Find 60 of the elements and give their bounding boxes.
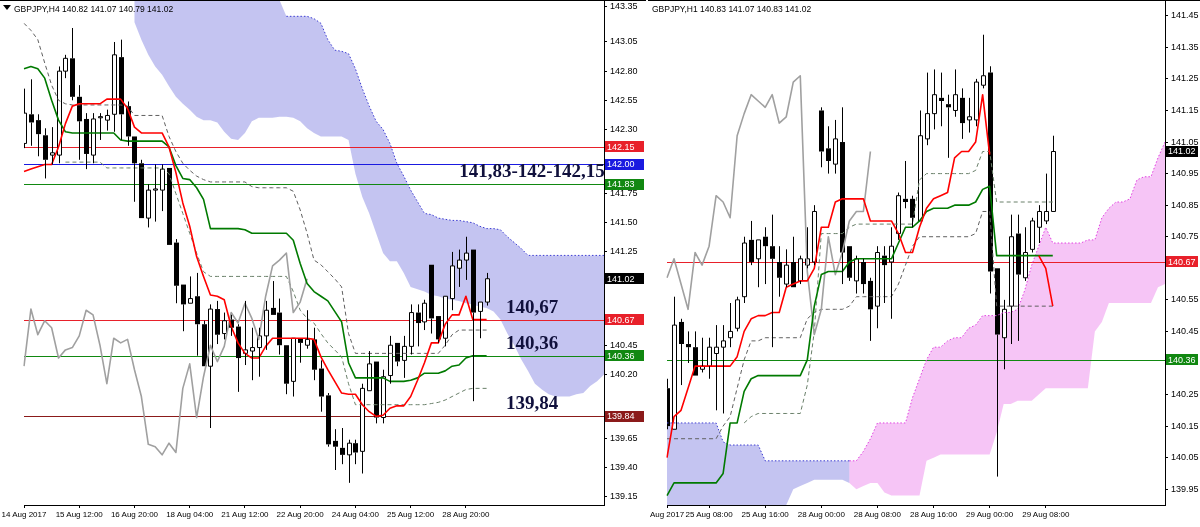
text: GBPJPY,H1 140.83 141.07 140.83 141.02 bbox=[652, 4, 812, 14]
y-tick-label: 142.55 bbox=[610, 94, 638, 105]
x-tick-label: 22 Aug 20:00 bbox=[276, 510, 325, 519]
x-tick-label: 15 Aug 12:00 bbox=[55, 510, 104, 519]
ref-line-label: 142.00 bbox=[607, 159, 635, 170]
y-tick-label: 142.30 bbox=[610, 123, 638, 134]
x-tick-label: 25 Aug 12:00 bbox=[387, 510, 435, 519]
y-tick-label: 139.95 bbox=[1171, 483, 1199, 494]
y-tick-label: 141.45 bbox=[1171, 10, 1199, 21]
y-tick-label: 141.05 bbox=[1171, 136, 1199, 147]
y-tick-label: 140.25 bbox=[1171, 389, 1199, 400]
y-tick-label: 140.55 bbox=[1171, 294, 1199, 305]
x-tick-label: 24 Aug 04:00 bbox=[331, 510, 380, 519]
y-tick-label: 140.45 bbox=[1171, 325, 1199, 336]
y-tick-label: 141.35 bbox=[1171, 41, 1199, 52]
annotation: 139,84 bbox=[505, 392, 559, 414]
ref-line-label: 139.84 bbox=[607, 411, 635, 422]
y-tick-label: 142.80 bbox=[610, 65, 638, 76]
ref-line-label: 142.15 bbox=[607, 141, 635, 152]
text: 141.02 bbox=[607, 273, 635, 284]
y-tick-label: 141.50 bbox=[610, 217, 638, 228]
y-tick-label: 140.75 bbox=[1171, 231, 1199, 242]
annotation: 140,36 bbox=[505, 331, 559, 353]
y-tick-label: 140.95 bbox=[1171, 168, 1199, 179]
x-tick-label: 14 Aug 2017 bbox=[1, 510, 48, 519]
x-tick-label: 29 Aug 00:00 bbox=[966, 510, 1014, 519]
y-tick-label: 143.35 bbox=[610, 1, 638, 12]
y-tick-label: 141.25 bbox=[1171, 73, 1199, 84]
x-tick-label: 16 Aug 20:00 bbox=[110, 510, 159, 519]
x-tick-label: 21 Aug 12:00 bbox=[221, 510, 270, 519]
ref-line-label: 140.36 bbox=[1168, 354, 1196, 365]
annotation: 140,67 bbox=[505, 295, 559, 317]
y-tick-label: 141.75 bbox=[610, 188, 638, 199]
y-tick-label: 140.85 bbox=[1171, 199, 1199, 210]
y-tick-label: 139.40 bbox=[610, 462, 638, 473]
y-tick-label: 141.25 bbox=[610, 246, 638, 257]
x-tick-label: Aug 2017 bbox=[649, 510, 685, 519]
y-tick-label: 140.15 bbox=[1171, 420, 1199, 431]
y-tick-label: 140.20 bbox=[610, 368, 638, 379]
ref-line-label: 140.67 bbox=[1168, 256, 1196, 267]
y-tick-label: 140.45 bbox=[610, 339, 638, 350]
x-tick-label: 25 Aug 16:00 bbox=[741, 510, 790, 519]
y-tick-label: 143.05 bbox=[610, 36, 638, 47]
y-tick-label: 139.15 bbox=[610, 491, 638, 502]
y-tick-label: 141.15 bbox=[1171, 104, 1199, 115]
text: GBPJPY,H4 140.82 141.07 140.79 141.02 bbox=[14, 4, 174, 14]
x-tick-label: 28 Aug 08:00 bbox=[853, 510, 902, 519]
x-tick-label: 28 Aug 16:00 bbox=[909, 510, 958, 519]
annotation: 141,83-142-142,15 bbox=[459, 160, 605, 182]
x-tick-label: 18 Aug 04:00 bbox=[166, 510, 214, 519]
x-tick-label: 28 Aug 00:00 bbox=[797, 510, 846, 519]
x-tick-label: 28 Aug 20:00 bbox=[442, 510, 491, 519]
y-tick-label: 140.05 bbox=[1171, 452, 1199, 463]
text: 141.02 bbox=[1168, 146, 1196, 157]
x-tick-label: 29 Aug 08:00 bbox=[1022, 510, 1070, 519]
ref-line-label: 141.83 bbox=[607, 179, 635, 190]
x-tick-label: 25 Aug 08:00 bbox=[685, 510, 734, 519]
y-tick-label: 139.65 bbox=[610, 433, 638, 444]
ref-line-label: 140.67 bbox=[607, 314, 635, 325]
ref-line-label: 140.36 bbox=[607, 350, 635, 361]
